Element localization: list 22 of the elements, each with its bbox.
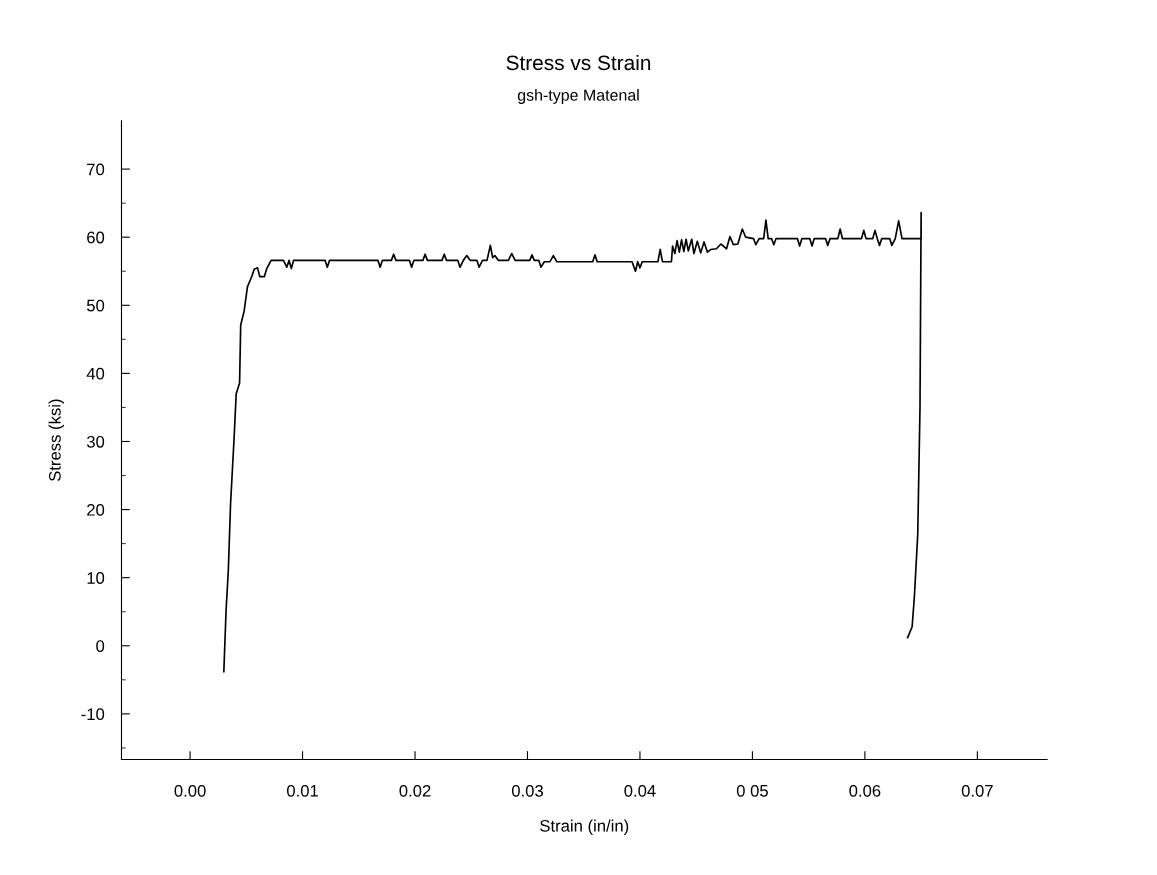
x-tick-label: 0.00 xyxy=(174,784,206,797)
chart-title: Stress vs Strain xyxy=(506,54,651,71)
y-tick-label: 40 xyxy=(86,367,105,380)
x-tick-label: 0.01 xyxy=(286,784,318,797)
x-tick-label: 0.04 xyxy=(624,784,656,797)
y-tick-label: 20 xyxy=(87,503,105,516)
line-series xyxy=(222,211,922,673)
x-tick-label: 0 05 xyxy=(736,784,768,797)
y-tick-label: 60 xyxy=(87,231,105,244)
y-tick-label: 0 xyxy=(96,640,105,652)
y-tick-label: 70 xyxy=(87,163,105,176)
x-tick-label: 0.06 xyxy=(849,784,881,797)
y-tick-label: 50 xyxy=(86,299,105,312)
x-tick-label: 0.02 xyxy=(399,784,431,797)
x-tick-label: 0.07 xyxy=(961,784,993,797)
x-tick-label: 0.03 xyxy=(511,784,543,797)
y-tick-label: 30 xyxy=(86,435,105,448)
y-tick-label: -10 xyxy=(81,708,105,721)
y-tick-label: 10 xyxy=(87,572,105,584)
y-axis-title: Stress (ksi) xyxy=(48,399,65,482)
x-axis-title: Strain (in/in) xyxy=(540,819,629,836)
chart-subtitle: gsh-type Matenal xyxy=(517,89,639,104)
